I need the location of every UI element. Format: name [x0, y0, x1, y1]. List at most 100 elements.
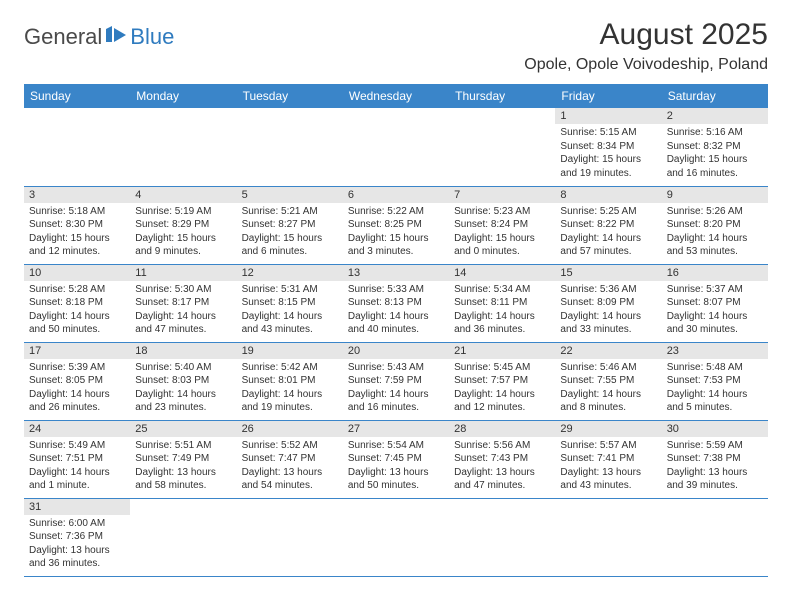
day-info: Sunrise: 5:34 AMSunset: 8:11 PMDaylight:…	[449, 281, 555, 340]
sunset-text: Sunset: 7:53 PM	[667, 374, 763, 388]
calendar-week-row: 17Sunrise: 5:39 AMSunset: 8:05 PMDayligh…	[24, 342, 768, 420]
day-number: 9	[662, 187, 768, 203]
sunrise-text: Sunrise: 5:37 AM	[667, 283, 763, 297]
sunrise-text: Sunrise: 5:25 AM	[560, 205, 656, 219]
sunset-text: Sunset: 7:51 PM	[29, 452, 125, 466]
calendar-cell: 14Sunrise: 5:34 AMSunset: 8:11 PMDayligh…	[449, 264, 555, 342]
sunrise-text: Sunrise: 5:18 AM	[29, 205, 125, 219]
day-number: 29	[555, 421, 661, 437]
daylight-text: Daylight: 14 hours and 19 minutes.	[242, 388, 338, 415]
calendar-cell	[130, 498, 236, 576]
day-number: 14	[449, 265, 555, 281]
calendar-body: 1Sunrise: 5:15 AMSunset: 8:34 PMDaylight…	[24, 108, 768, 576]
day-info: Sunrise: 5:49 AMSunset: 7:51 PMDaylight:…	[24, 437, 130, 496]
sunset-text: Sunset: 7:38 PM	[667, 452, 763, 466]
calendar-cell: 10 Sunrise: 5:28 AMSunset: 8:18 PMDayligh…	[24, 264, 130, 342]
daylight-text: Daylight: 13 hours and 54 minutes.	[242, 466, 338, 493]
sunset-text: Sunset: 8:18 PM	[29, 296, 125, 310]
day-info: Sunrise: 5:46 AMSunset: 7:55 PMDaylight:…	[555, 359, 661, 418]
sunrise-text: Sunrise: 5:30 AM	[135, 283, 231, 297]
day-info: Sunrise: 5:39 AMSunset: 8:05 PMDaylight:…	[24, 359, 130, 418]
page-header: General Blue August 2025 Opole, Opole Vo…	[24, 18, 768, 74]
weekday-header: Wednesday	[343, 84, 449, 108]
sunset-text: Sunset: 7:47 PM	[242, 452, 338, 466]
daylight-text: Daylight: 15 hours and 6 minutes.	[242, 232, 338, 259]
calendar-cell: 11Sunrise: 5:30 AMSunset: 8:17 PMDayligh…	[130, 264, 236, 342]
sunset-text: Sunset: 8:07 PM	[667, 296, 763, 310]
day-info: Sunrise: 5:31 AMSunset: 8:15 PMDaylight:…	[237, 281, 343, 340]
sunrise-text: Sunrise: 5:46 AM	[560, 361, 656, 375]
day-number: 30	[662, 421, 768, 437]
daylight-text: Daylight: 14 hours and 16 minutes.	[348, 388, 444, 415]
calendar-cell	[449, 498, 555, 576]
daylight-text: Daylight: 14 hours and 5 minutes.	[667, 388, 763, 415]
sunset-text: Sunset: 8:34 PM	[560, 140, 656, 154]
day-number: 28	[449, 421, 555, 437]
daylight-text: Daylight: 14 hours and 26 minutes.	[29, 388, 125, 415]
daylight-text: Daylight: 14 hours and 1 minute.	[29, 466, 125, 493]
calendar-cell: 13Sunrise: 5:33 AMSunset: 8:13 PMDayligh…	[343, 264, 449, 342]
sunset-text: Sunset: 8:05 PM	[29, 374, 125, 388]
daylight-text: Daylight: 14 hours and 12 minutes.	[454, 388, 550, 415]
sunrise-text: Sunrise: 5:28 AM	[29, 283, 125, 297]
day-info: Sunrise: 5:57 AMSunset: 7:41 PMDaylight:…	[555, 437, 661, 496]
day-number: 7	[449, 187, 555, 203]
sunrise-text: Sunrise: 5:16 AM	[667, 126, 763, 140]
sunrise-text: Sunrise: 5:39 AM	[29, 361, 125, 375]
calendar-week-row: 10Sunrise: 5:28 AMSunset: 8:18 PMDayligh…	[24, 264, 768, 342]
day-number: 12	[237, 265, 343, 281]
sunset-text: Sunset: 7:59 PM	[348, 374, 444, 388]
sunset-text: Sunset: 7:57 PM	[454, 374, 550, 388]
location-text: Opole, Opole Voivodeship, Poland	[524, 56, 768, 74]
calendar-cell: 19Sunrise: 5:42 AMSunset: 8:01 PMDayligh…	[237, 342, 343, 420]
calendar-week-row: 24Sunrise: 5:49 AMSunset: 7:51 PMDayligh…	[24, 420, 768, 498]
calendar-cell: 28Sunrise: 5:56 AMSunset: 7:43 PMDayligh…	[449, 420, 555, 498]
title-block: August 2025 Opole, Opole Voivodeship, Po…	[524, 18, 768, 74]
daylight-text: Daylight: 13 hours and 43 minutes.	[560, 466, 656, 493]
daylight-text: Daylight: 14 hours and 23 minutes.	[135, 388, 231, 415]
day-info: Sunrise: 5:43 AMSunset: 7:59 PMDaylight:…	[343, 359, 449, 418]
day-number: 10	[24, 265, 130, 281]
calendar-week-row: 31Sunrise: 6:00 AMSunset: 7:36 PMDayligh…	[24, 498, 768, 576]
day-info: Sunrise: 5:15 AMSunset: 8:34 PMDaylight:…	[555, 124, 661, 183]
day-number: 5	[237, 187, 343, 203]
calendar-page: General Blue August 2025 Opole, Opole Vo…	[0, 0, 792, 589]
day-info: Sunrise: 5:54 AMSunset: 7:45 PMDaylight:…	[343, 437, 449, 496]
sunset-text: Sunset: 8:20 PM	[667, 218, 763, 232]
sunrise-text: Sunrise: 5:33 AM	[348, 283, 444, 297]
day-info: Sunrise: 5:40 AMSunset: 8:03 PMDaylight:…	[130, 359, 236, 418]
calendar-cell: 15Sunrise: 5:36 AMSunset: 8:09 PMDayligh…	[555, 264, 661, 342]
calendar-cell	[237, 498, 343, 576]
daylight-text: Daylight: 14 hours and 57 minutes.	[560, 232, 656, 259]
sunset-text: Sunset: 8:29 PM	[135, 218, 231, 232]
sunrise-text: Sunrise: 5:49 AM	[29, 439, 125, 453]
day-number: 8	[555, 187, 661, 203]
calendar-cell: 18Sunrise: 5:40 AMSunset: 8:03 PMDayligh…	[130, 342, 236, 420]
day-info: Sunrise: 5:59 AMSunset: 7:38 PMDaylight:…	[662, 437, 768, 496]
sunset-text: Sunset: 7:36 PM	[29, 530, 125, 544]
weekday-header: Friday	[555, 84, 661, 108]
day-number: 13	[343, 265, 449, 281]
day-info: Sunrise: 5:23 AMSunset: 8:24 PMDaylight:…	[449, 203, 555, 262]
daylight-text: Daylight: 14 hours and 53 minutes.	[667, 232, 763, 259]
sunrise-text: Sunrise: 5:15 AM	[560, 126, 656, 140]
sunrise-text: Sunrise: 5:51 AM	[135, 439, 231, 453]
day-number: 23	[662, 343, 768, 359]
day-number: 31	[24, 499, 130, 515]
sunset-text: Sunset: 7:55 PM	[560, 374, 656, 388]
calendar-cell: 17Sunrise: 5:39 AMSunset: 8:05 PMDayligh…	[24, 342, 130, 420]
calendar-cell: 5Sunrise: 5:21 AMSunset: 8:27 PMDaylight…	[237, 186, 343, 264]
calendar-cell: 20Sunrise: 5:43 AMSunset: 7:59 PMDayligh…	[343, 342, 449, 420]
daylight-text: Daylight: 14 hours and 36 minutes.	[454, 310, 550, 337]
day-info: Sunrise: 5:45 AMSunset: 7:57 PMDaylight:…	[449, 359, 555, 418]
sunset-text: Sunset: 8:22 PM	[560, 218, 656, 232]
daylight-text: Daylight: 13 hours and 58 minutes.	[135, 466, 231, 493]
sunset-text: Sunset: 8:15 PM	[242, 296, 338, 310]
calendar-week-row: 3Sunrise: 5:18 AMSunset: 8:30 PMDaylight…	[24, 186, 768, 264]
sunset-text: Sunset: 8:01 PM	[242, 374, 338, 388]
daylight-text: Daylight: 14 hours and 50 minutes.	[29, 310, 125, 337]
calendar-cell: 6Sunrise: 5:22 AMSunset: 8:25 PMDaylight…	[343, 186, 449, 264]
calendar-cell: 24Sunrise: 5:49 AMSunset: 7:51 PMDayligh…	[24, 420, 130, 498]
sunset-text: Sunset: 7:41 PM	[560, 452, 656, 466]
day-info: Sunrise: 5:48 AMSunset: 7:53 PMDaylight:…	[662, 359, 768, 418]
